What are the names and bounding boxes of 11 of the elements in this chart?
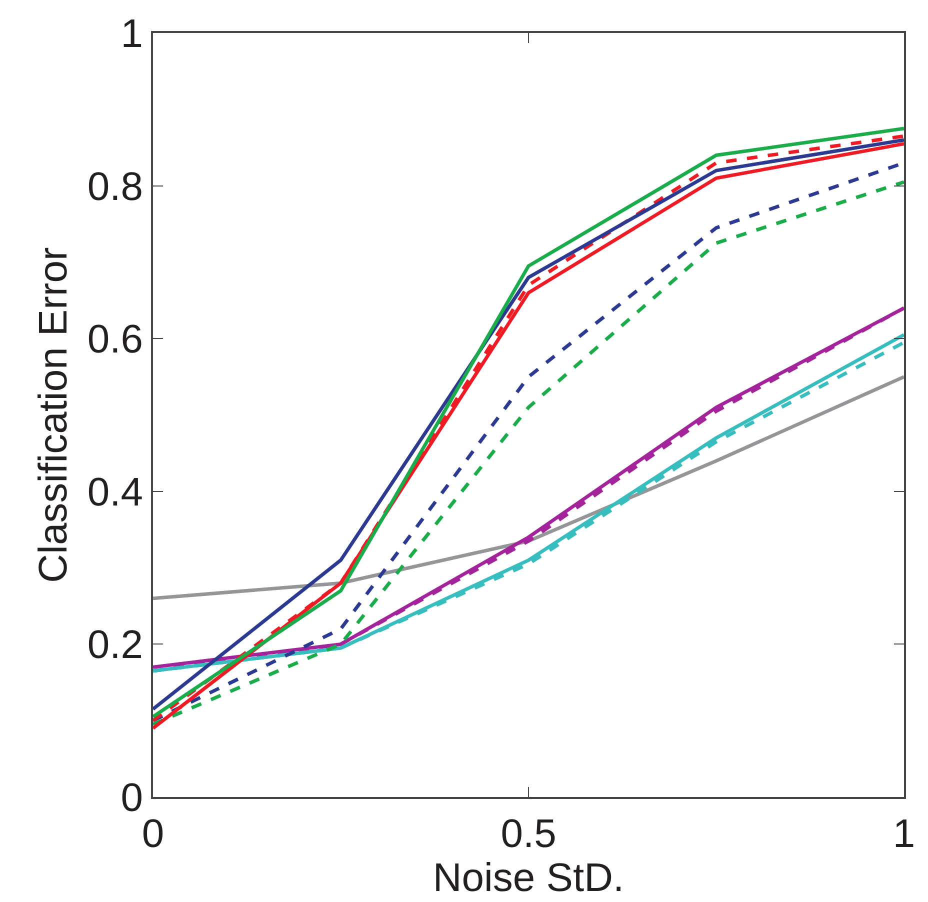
y-axis-title: Classification Error [31, 247, 76, 583]
y-tick-label: 0 [120, 776, 143, 820]
y-tick-label: 0.6 [87, 318, 143, 362]
y-tick-label: 0.4 [87, 470, 143, 514]
y-tick-label: 0.2 [87, 623, 143, 668]
x-tick-label: 1 [892, 812, 916, 856]
x-axis-title: Noise StD. [432, 856, 624, 900]
x-tick-label: 0.5 [500, 812, 556, 856]
y-tick-label: 0.8 [87, 164, 143, 209]
y-tick-label: 1 [120, 12, 143, 56]
line-series [153, 375, 904, 600]
